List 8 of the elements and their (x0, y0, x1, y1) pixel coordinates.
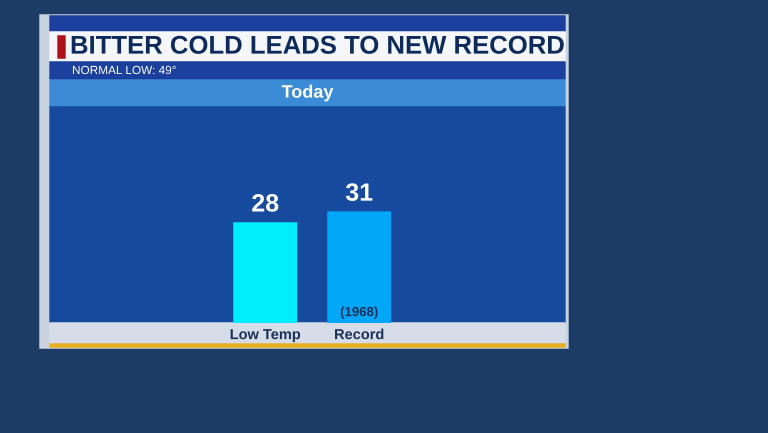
x-tick-label: Record (335, 328, 384, 340)
data-label: 31 (346, 183, 372, 201)
data-label: 28 (252, 194, 278, 212)
x-tick-label: Low Temp (230, 329, 300, 342)
chart-subtitle: NORMAL LOW: 49° (72, 66, 176, 74)
chart-title: BITTER COLD LEADS TO NEW RECORD (72, 36, 564, 54)
text: Today (282, 84, 334, 102)
annotation: (1968) (340, 306, 378, 319)
